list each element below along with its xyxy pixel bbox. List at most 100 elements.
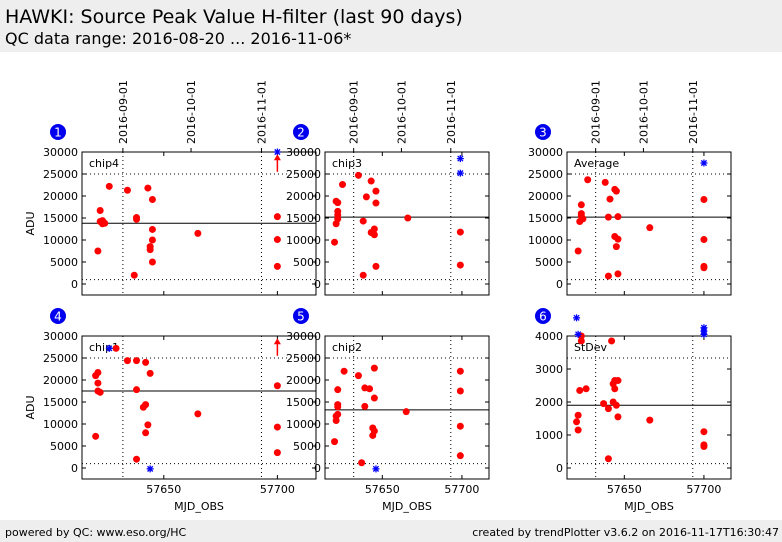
y-tick-label: 15000 [43,212,78,225]
data-point [94,369,102,377]
y-tick-label: 5000 [535,256,563,269]
y-tick-label: 0 [314,462,321,475]
data-point [334,401,342,409]
y-axis-label: ADU [24,211,37,235]
data-point [573,418,581,426]
panel-label: Average [574,157,619,170]
data-point [334,199,342,207]
data-point [574,411,582,419]
y-tick-label: 10000 [43,418,78,431]
data-point [574,426,582,434]
y-tick-label: 0 [314,278,321,291]
date-tick-label: 2016-09-01 [348,80,361,144]
data-point [606,195,614,203]
data-point [105,182,113,190]
data-point [366,385,374,393]
plot-frame [566,335,732,480]
data-point [604,272,612,280]
data-point [456,387,464,395]
x-tick-label: 57700 [260,483,295,496]
data-point [331,238,339,246]
x-tick-label: 57650 [146,483,181,496]
data-point [96,207,104,215]
y-tick-label: 20000 [528,190,563,203]
data-point [354,171,362,179]
panel-number-badge [535,308,551,324]
data-point [273,382,281,390]
plot-frame [324,151,490,296]
panel-number: 1 [54,126,62,140]
data-point [146,369,154,377]
data-point [194,410,202,418]
date-tick-label: 2016-10-01 [185,80,198,144]
outlier-stroke [457,170,464,177]
y-tick-label: 10000 [528,234,563,247]
y-tick-label: 2000 [535,396,563,409]
outlier-stroke [147,465,154,472]
panel-number: 2 [297,126,305,140]
panel-number-badge [293,124,309,140]
footer-timestamp: created by trendPlotter v3.6.2 on 2016-1… [472,526,779,539]
data-point [576,386,584,394]
plot-frame [324,335,490,480]
data-point [579,215,587,223]
data-point [604,455,612,463]
data-point [456,452,464,460]
data-point [604,405,612,413]
panel-number-badge [535,124,551,140]
y-tick-label: 30000 [286,330,321,343]
data-point [614,235,622,243]
y-tick-label: 1000 [535,429,563,442]
data-point [577,201,585,209]
data-point [123,357,131,365]
panel-number-badge [293,308,309,324]
date-tick-label: 2016-09-01 [590,80,603,144]
panel-number: 3 [539,126,547,140]
data-point [133,357,141,365]
y-axis-label: ADU [24,395,37,419]
panel-label: chip2 [332,341,362,354]
data-point [582,385,590,393]
data-point [123,186,131,194]
y-tick-label: 10000 [43,234,78,247]
y-tick-label: 20000 [43,374,78,387]
y-tick-label: 5000 [293,256,321,269]
data-point [144,184,152,192]
data-point [612,187,620,195]
outlier-stroke [700,159,708,167]
panel-number: 4 [54,310,62,324]
outlier-stroke [106,345,113,352]
header-bar: HAWKI: Source Peak Value H-filter (last … [0,0,782,52]
data-point [614,377,622,385]
y-tick-label: 25000 [286,352,321,365]
data-point [273,423,281,431]
y-tick-label: 30000 [43,330,78,343]
y-tick-label: 30000 [43,146,78,159]
data-point [601,178,609,186]
x-tick-label: 57650 [365,483,400,496]
date-tick-label: 2016-11-01 [255,80,268,144]
data-point [700,236,708,244]
y-tick-label: 15000 [286,396,321,409]
outlier-marker [573,314,581,322]
outlier-stroke [575,331,582,338]
data-point [372,262,380,270]
data-point [604,213,612,221]
data-point [96,388,104,396]
x-tick-label: 57650 [607,483,642,496]
data-point [600,400,608,408]
data-point [146,243,154,251]
data-point [133,455,141,463]
date-tick-label: 2016-11-01 [687,80,700,144]
data-point [456,261,464,269]
data-point [92,432,100,440]
data-point [334,410,342,418]
data-point [144,421,152,429]
chart-panel-1: 0 5000 10000 15000 20000 25000 30000 2016-09-01… [24,80,317,296]
data-point [577,337,585,345]
outlier-marker [146,465,154,473]
outlier-marker [273,148,281,156]
data-point [142,401,150,409]
panel-number: 6 [539,310,547,324]
data-point [372,199,380,207]
